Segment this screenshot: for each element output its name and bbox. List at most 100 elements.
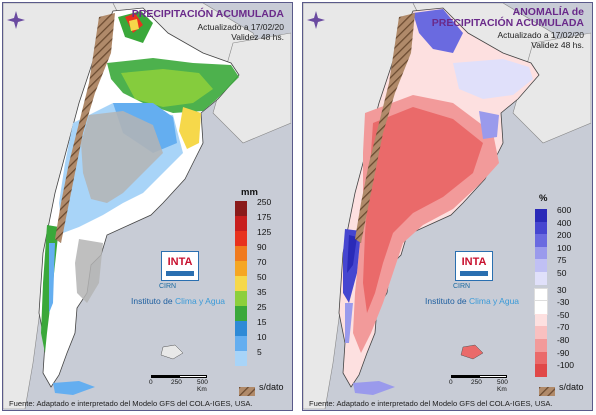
legend-swatch xyxy=(235,246,247,261)
rain-area-peak-inner xyxy=(129,19,139,31)
no-data-andes xyxy=(355,13,415,243)
legend-entry: 35 xyxy=(235,287,292,306)
legend-entry: -90 xyxy=(535,348,592,365)
tierra-del-fuego xyxy=(353,381,395,395)
validity-label: Validez 48 hs. xyxy=(531,40,584,50)
legend-entry: 175 xyxy=(235,212,292,231)
legend-label: 250 xyxy=(257,197,272,207)
legend-swatch xyxy=(535,313,547,327)
no-data-label: s/dato xyxy=(559,382,584,392)
dry-area-strong xyxy=(363,107,483,313)
legend-swatch xyxy=(235,351,247,366)
legend-label: 25 xyxy=(257,302,267,312)
legend-label: -30 xyxy=(557,297,570,308)
legend-swatch xyxy=(235,231,247,246)
map-title: PRECIPITACIÓN ACUMULADA xyxy=(131,8,284,20)
legend-swatch xyxy=(235,291,247,306)
legend-label: 90 xyxy=(257,242,267,252)
tierra-del-fuego xyxy=(53,381,95,395)
wet-area-mesopotamia xyxy=(479,111,499,139)
rain-area-north-light xyxy=(121,69,213,107)
legend-swatch xyxy=(235,261,247,276)
anomaly-map-panel: ANOMALÍA de PRECIPITACIÓN ACUMULADA Actu… xyxy=(302,2,593,411)
validity-label: Validez 48 hs. xyxy=(231,32,284,42)
legend-swatch xyxy=(235,321,247,336)
cirn-label: CIRN xyxy=(453,283,471,290)
legend-label: 30 xyxy=(557,284,567,295)
map-title-line1: ANOMALÍA de xyxy=(512,6,584,18)
legend-entry: -30 xyxy=(534,297,592,315)
brazil-uruguay-landmass xyxy=(212,32,291,144)
legend-entry: 5 xyxy=(235,347,292,366)
legend-entry: 10 xyxy=(235,332,292,351)
map-title-line2: PRECIPITACIÓN ACUMULADA xyxy=(431,17,584,29)
legend-label: -100 xyxy=(557,360,575,371)
no-data-swatch xyxy=(539,383,555,396)
legend-unit: mm xyxy=(241,187,258,198)
legend-label: -70 xyxy=(557,322,570,333)
legend-swatch xyxy=(535,364,547,377)
legend-label: 125 xyxy=(257,227,272,237)
institute-label: Instituto de Clima y Agua xyxy=(131,296,226,306)
legend-entry: -50 xyxy=(535,310,592,327)
legend-entry: -100 xyxy=(535,360,592,377)
anomaly-map xyxy=(303,3,591,409)
legend-label: 5 xyxy=(257,347,262,357)
inta-logo: INTA xyxy=(161,251,199,281)
cirn-label: CIRN xyxy=(159,283,177,290)
legend-swatch xyxy=(235,306,247,321)
legend-label: -80 xyxy=(557,335,570,345)
terrain-relief-south xyxy=(75,239,103,303)
malvinas-islands xyxy=(460,344,484,360)
legend-swatch xyxy=(535,272,547,285)
legend-entry: 250 xyxy=(235,197,292,216)
legend-entry: 70 xyxy=(235,257,292,276)
legend-swatch xyxy=(235,216,247,231)
rain-area-west-patagonia-blue xyxy=(49,243,55,313)
legend-swatch xyxy=(535,246,547,260)
legend-swatch xyxy=(535,259,547,272)
legend-label: 75 xyxy=(557,255,567,266)
legend-entry: 200 xyxy=(535,230,592,247)
rain-area-mesopotamia xyxy=(179,107,201,149)
legend-label: -50 xyxy=(557,309,570,320)
precipitation-map xyxy=(3,3,291,409)
wet-area-west-patagonia-strong xyxy=(347,235,357,273)
legend-entry: 125 xyxy=(235,227,292,246)
legend-entry: 25 xyxy=(235,302,292,321)
legend-entry: -70 xyxy=(535,322,592,339)
legend-entry: 50 xyxy=(535,268,592,285)
institute-label: Instituto de Clima y Agua xyxy=(425,296,520,306)
wet-area-northwest xyxy=(413,9,463,53)
legend-entry: 100 xyxy=(535,243,592,260)
brazil-uruguay-landmass xyxy=(512,32,591,144)
legend-entry: 400 xyxy=(535,218,592,235)
legend-label: 400 xyxy=(557,217,572,228)
legend-label: 70 xyxy=(257,257,267,267)
no-data-andes xyxy=(55,13,115,243)
source-note: Fuente: Adaptado e interpretado del Mode… xyxy=(309,399,553,408)
legend-swatch xyxy=(535,339,547,352)
no-data-label: s/dato xyxy=(259,382,284,392)
legend-swatch xyxy=(534,300,548,315)
scale-bar: 0 250 500 Km xyxy=(149,375,211,393)
legend-label: 100 xyxy=(557,242,572,253)
no-data-swatch xyxy=(239,383,255,396)
legend-unit: % xyxy=(539,193,548,204)
source-note: Fuente: Adaptado e interpretado del Mode… xyxy=(9,399,253,408)
malvinas-islands xyxy=(160,344,184,360)
legend-swatch xyxy=(535,221,547,235)
legend-swatch xyxy=(235,201,247,216)
wet-area-south xyxy=(345,303,353,343)
updated-date: Actualizado a 17/02/20 xyxy=(197,22,284,32)
terrain-relief xyxy=(81,111,163,203)
legend-entry: 30 xyxy=(534,285,592,303)
legend-label: 15 xyxy=(257,317,267,327)
legend-entry: 90 xyxy=(235,242,292,261)
legend-swatch xyxy=(235,336,247,351)
legend-swatch xyxy=(534,287,548,303)
legend-swatch xyxy=(535,351,547,365)
legend-swatch xyxy=(535,209,547,222)
legend-label: 50 xyxy=(557,268,567,278)
legend-entry: 75 xyxy=(535,255,592,272)
